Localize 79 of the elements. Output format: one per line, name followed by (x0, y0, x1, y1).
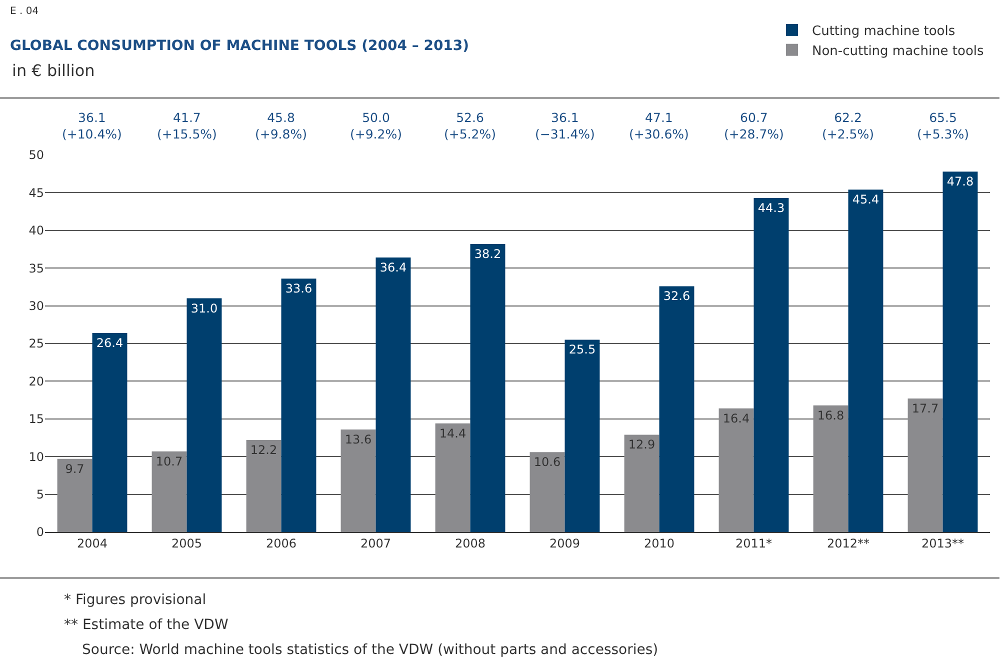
legend-label: Non-cutting machine tools (812, 44, 984, 59)
x-tick-label: 2006 (266, 536, 297, 550)
y-tick-label: 20 (28, 374, 44, 388)
data-label: 9.7 (65, 462, 84, 476)
text: 65.5 (+5.3%) (917, 110, 969, 142)
text: 41.7 (+15.5%) (157, 110, 217, 142)
text: * Figures provisional (64, 592, 206, 608)
bar (152, 451, 187, 532)
bar (530, 452, 565, 532)
bar (340, 429, 376, 532)
x-tick-label: 2011* (735, 536, 772, 550)
chart-subtitle: in € billion (12, 61, 95, 80)
text: E . 04 (10, 6, 39, 17)
x-tick-label: 2007 (360, 536, 392, 550)
y-tick-label: 15 (28, 412, 44, 426)
bar (942, 172, 978, 532)
bar (246, 440, 282, 532)
chart-title: GLOBAL CONSUMPTION OF MACHINE TOOLS (2004 – 2013) (10, 38, 470, 54)
text: 45.8 (+9.8%) (255, 110, 307, 142)
bar (435, 423, 470, 532)
y-tick-label: 35 (28, 261, 44, 276)
data-label: 12.9 (628, 438, 656, 452)
y-tick-label: 5 (36, 488, 44, 502)
x-tick-label: 2008 (454, 536, 486, 550)
data-label: 17.7 (912, 402, 939, 416)
data-label: 16.8 (817, 408, 844, 422)
y-tick-label: 50 (28, 148, 44, 162)
data-label: 47.8 (946, 174, 974, 189)
text: 36.1 (+10.4%) (62, 110, 122, 142)
bar (376, 258, 411, 532)
text: 60.7 (+28.7%) (724, 110, 784, 142)
bar (718, 408, 754, 532)
source-note: Source: World machine tools statistics of the VDW (without parts and accessories) (82, 642, 658, 658)
bar (624, 434, 660, 532)
data-label: 38.2 (474, 246, 502, 261)
x-tick-label: 2009 (549, 536, 580, 550)
y-tick-label: 0 (36, 525, 44, 540)
bar (908, 398, 943, 532)
data-label: 10.7 (156, 454, 183, 468)
data-label: 33.6 (285, 282, 312, 296)
x-tick-label: 2013** (921, 536, 964, 550)
bar (92, 332, 128, 532)
bar (848, 190, 884, 532)
text: 50.0 (+9.2%) (350, 110, 402, 142)
y-tick-label: 40 (28, 224, 44, 238)
data-label: 32.6 (663, 289, 690, 304)
data-label: 10.6 (534, 455, 561, 470)
bar (470, 244, 506, 532)
text: 47.1 (+30.6%) (629, 110, 689, 142)
data-label: 45.4 (852, 192, 880, 207)
x-tick-label: 2012** (826, 536, 870, 550)
y-tick-label: 30 (28, 299, 44, 313)
x-tick-label: 2010 (644, 536, 675, 550)
data-label: 25.5 (568, 342, 596, 357)
text: 36.1 (−31.4%) (535, 110, 595, 142)
data-label: 16.4 (722, 411, 750, 426)
bar (186, 298, 222, 532)
data-label: 26.4 (96, 336, 124, 350)
bar (281, 278, 316, 532)
text: ** Estimate of the VDW (64, 617, 228, 633)
legend-label: Cutting machine tools (812, 24, 956, 40)
y-tick-label: 25 (28, 336, 44, 351)
y-tick-label: 45 (28, 186, 44, 200)
bar (659, 286, 694, 532)
text: 52.6 (+5.2%) (444, 110, 496, 142)
bar (754, 198, 789, 532)
text: 62.2 (+2.5%) (822, 110, 874, 142)
bar (564, 340, 600, 532)
x-tick-label: 2004 (76, 536, 108, 550)
bar (813, 405, 848, 532)
data-label: 14.4 (439, 426, 466, 440)
data-label: 12.2 (250, 443, 278, 458)
data-label: 31.0 (190, 301, 218, 316)
x-tick-label: 2005 (171, 536, 202, 550)
data-label: 44.3 (758, 200, 785, 215)
data-label: 13.6 (344, 432, 372, 446)
bar (57, 458, 92, 532)
data-label: 36.4 (380, 260, 407, 275)
y-tick-label: 10 (28, 450, 44, 464)
